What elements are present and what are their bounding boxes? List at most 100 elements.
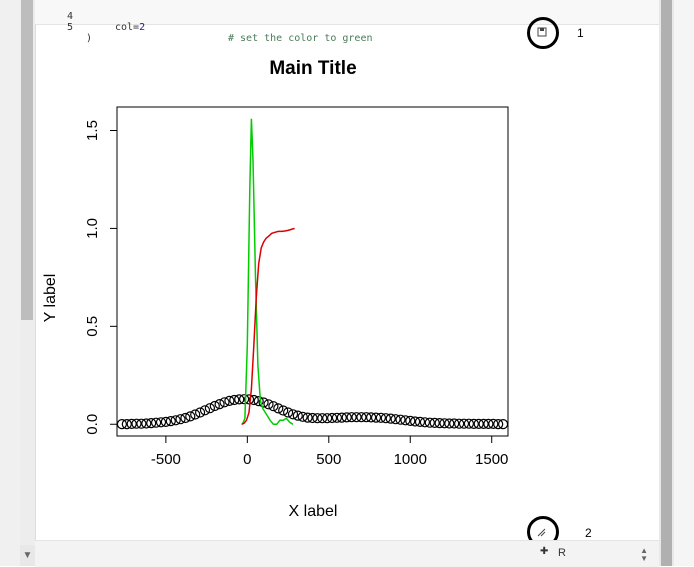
data-point (204, 403, 215, 414)
data-point (361, 412, 372, 423)
data-point (488, 418, 499, 429)
data-point (400, 415, 411, 426)
data-point (390, 414, 401, 425)
y-tick-label: 0.5 (84, 316, 101, 337)
data-point (366, 412, 377, 423)
left-scrollbar-thumb[interactable] (21, 0, 33, 320)
data-point (429, 417, 440, 428)
data-point (234, 394, 245, 405)
updown-arrows-icon: ▲ ▼ (640, 546, 648, 563)
right-scrollbar-thumb[interactable] (661, 0, 672, 566)
language-label: R (558, 547, 566, 559)
data-point (317, 413, 328, 424)
code-line: 4 col=2 # set the color to green (35, 0, 373, 44)
data-point (224, 395, 235, 406)
data-point (273, 403, 284, 414)
y-tick-label: 0.0 (84, 414, 101, 435)
data-point (351, 412, 362, 423)
data-point (239, 394, 250, 405)
line-number: 4 (66, 11, 73, 22)
data-point (283, 407, 294, 418)
x-tick-label: 1500 (475, 451, 508, 468)
data-point (297, 411, 308, 422)
y-tick-label: 1.5 (84, 120, 101, 141)
data-point (170, 415, 181, 426)
code-comment: # set the color to green (228, 33, 373, 44)
data-point (287, 409, 299, 420)
code-text: ) (86, 33, 93, 44)
data-point (126, 418, 137, 429)
x-tick-label: 0 (243, 451, 251, 468)
series-layer (116, 118, 509, 430)
code-text: col=2 (115, 22, 146, 33)
data-point (493, 419, 504, 430)
data-point (414, 416, 426, 427)
data-point (346, 412, 357, 423)
x-tick-label: -500 (151, 451, 181, 468)
data-point (214, 399, 225, 410)
data-point (199, 405, 211, 416)
data-point (498, 419, 509, 430)
data-point (243, 394, 255, 405)
annotation-number: 2 (585, 526, 592, 540)
data-point (160, 416, 171, 427)
data-point (180, 412, 191, 424)
data-point (405, 415, 416, 426)
data-point (165, 416, 176, 427)
data-point (380, 413, 391, 424)
data-point (175, 414, 186, 425)
data-point (185, 411, 196, 422)
data-point (302, 412, 313, 423)
data-point (375, 412, 386, 423)
data-point (483, 418, 494, 429)
data-point (219, 397, 230, 408)
data-point (458, 418, 470, 429)
series-line (241, 118, 294, 426)
code-editor[interactable]: 4 col=2 # set the color to green 5 ) (35, 0, 659, 44)
data-point (370, 412, 382, 423)
data-point (121, 419, 132, 430)
data-point (327, 412, 338, 424)
data-point (419, 417, 430, 428)
data-point (146, 418, 157, 429)
language-select[interactable]: ✚ R ▲ ▼ (540, 546, 656, 564)
data-point (150, 417, 162, 428)
x-tick-label: 500 (316, 451, 341, 468)
data-point (331, 412, 342, 423)
data-point (253, 396, 264, 407)
x-axis-label: X label (289, 503, 338, 520)
data-point (336, 412, 347, 423)
data-point (410, 416, 421, 427)
data-point (307, 412, 318, 424)
y-tick-label: 1.0 (84, 218, 101, 239)
data-point (322, 413, 333, 424)
annotation-circle (527, 17, 559, 49)
data-point (292, 410, 303, 421)
data-point (229, 394, 240, 406)
data-point (268, 401, 279, 412)
data-point (258, 397, 269, 408)
data-point (473, 418, 484, 429)
data-point (424, 417, 435, 428)
data-point (248, 394, 259, 406)
x-tick-label: 1000 (394, 451, 427, 468)
data-point (155, 417, 167, 428)
data-point (385, 413, 396, 424)
annotation-number: 1 (577, 26, 584, 40)
data-point (395, 414, 406, 425)
data-point (439, 418, 450, 429)
scroll-down-arrow-icon[interactable]: ▼ (20, 545, 35, 566)
data-point (263, 399, 274, 410)
data-point (141, 418, 152, 429)
series-line (241, 227, 295, 425)
data-point (449, 418, 460, 429)
data-point (312, 413, 323, 424)
data-point (454, 418, 465, 429)
x-axis: -500 0 500 1000 1500 (151, 436, 508, 468)
plot-output: Main Title -500 0 500 1000 1500 0.0 0.5 1.0 1.5… (42, 27, 547, 537)
data-point (209, 400, 220, 412)
data-point (190, 409, 201, 420)
data-point (341, 412, 352, 423)
data-point (468, 418, 479, 429)
line-number: 5 (66, 22, 73, 33)
